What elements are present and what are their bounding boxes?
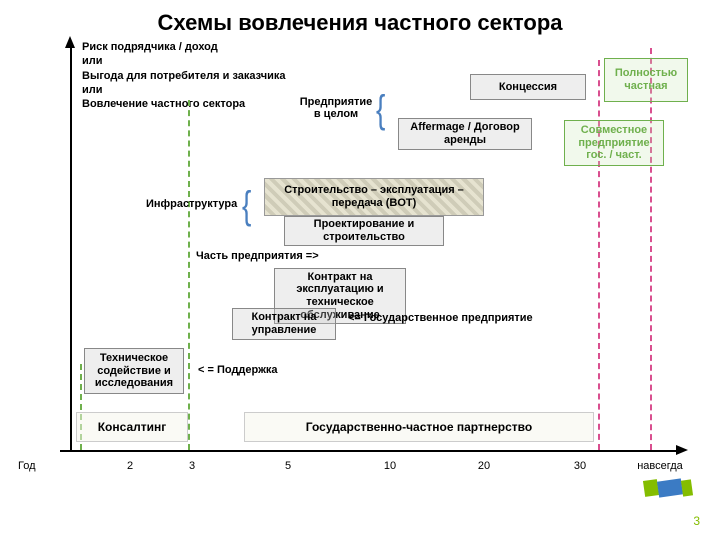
box-concession: Концессия [470, 74, 586, 100]
x-tick: 2 [110, 460, 150, 472]
box-affermage: Affermage / Договор аренды [398, 118, 532, 150]
box-full-private: Полностью частная [604, 58, 688, 102]
box-ppp-band: Государственно-частное партнерство [244, 412, 594, 442]
y-axis [70, 46, 72, 450]
box-bot: Строительство – эксплуатация – передача … [264, 178, 484, 216]
x-tick: 30 [560, 460, 600, 472]
x-tick: 3 [172, 460, 212, 472]
guide-line [650, 48, 652, 450]
diagram-canvas: Риск подрядчика / доходилиВыгода для пот… [0, 40, 720, 500]
x-axis-label: Год [18, 460, 36, 472]
brace-icon: { [242, 184, 251, 229]
y-axis-arrow-icon [65, 36, 75, 48]
box-consulting: Консалтинг [76, 412, 188, 442]
x-axis [60, 450, 678, 452]
y-axis-label: Риск подрядчика / доходилиВыгода для пот… [82, 40, 302, 111]
guide-line [188, 100, 190, 450]
x-tick: 20 [464, 460, 504, 472]
brace-icon: { [376, 88, 385, 133]
suez-logo [644, 480, 692, 508]
x-tick: 5 [268, 460, 308, 472]
x-axis-arrow-icon [676, 445, 688, 455]
label-infrastructure: Инфраструктура [146, 198, 237, 210]
box-design-build: Проектирование и строительство [284, 216, 444, 246]
label-whole-company: Предприятие в целом [296, 96, 376, 120]
label-support: < = Поддержка [198, 364, 278, 376]
page-number: 3 [693, 514, 700, 528]
box-joint-venture: Совместное предприятие гос. / част. [564, 120, 664, 166]
box-tech-assist: Техническое содействие и исследования [84, 348, 184, 394]
page-title: Схемы вовлечения частного сектора [0, 0, 720, 36]
x-tick: навсегда [630, 460, 690, 472]
x-tick: 10 [370, 460, 410, 472]
label-gov-company: <= Государственное предприятие [348, 312, 533, 324]
label-part-company: Часть предприятия => [196, 250, 319, 262]
guide-line [598, 60, 600, 450]
box-mgmt-contract: Контракт на управление [232, 308, 336, 340]
